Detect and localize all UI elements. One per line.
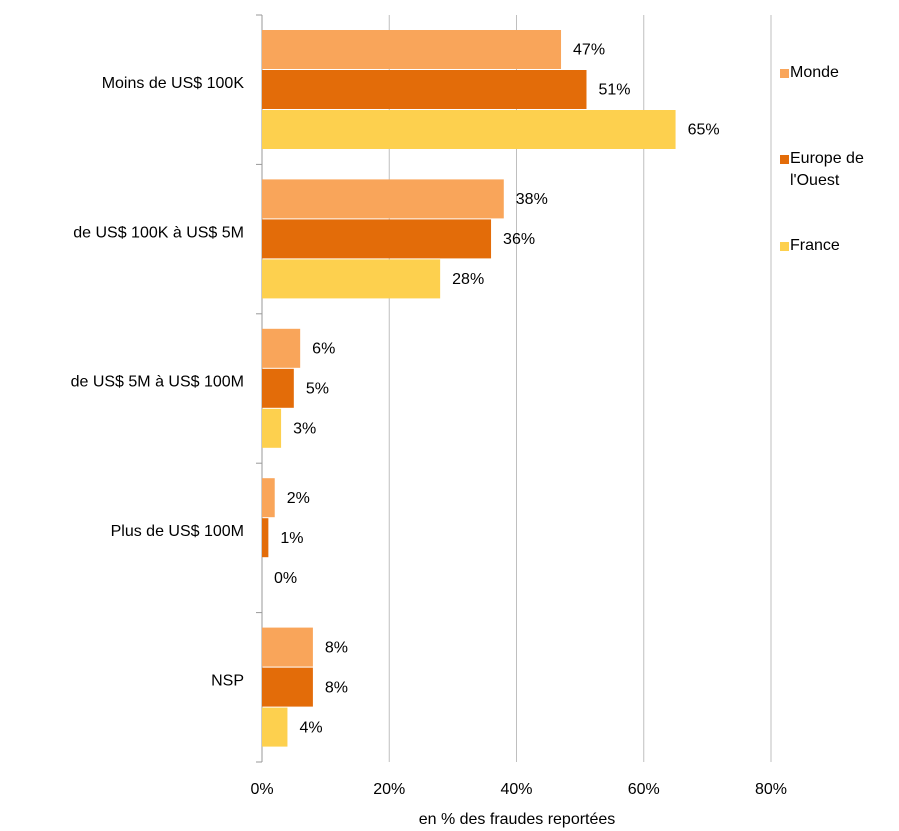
bar [262,30,562,69]
data-label: 8% [325,639,348,656]
bar [262,110,676,149]
data-label: 47% [573,42,605,59]
bar [262,70,587,109]
bar [262,478,275,518]
x-tick-label: 80% [755,781,787,798]
legend-label: Europe de l'Ouest [790,150,864,189]
y-tick-label: NSP [211,673,244,690]
y-tick-label: de US$ 100K à US$ 5M [73,224,244,241]
data-label: 3% [293,421,316,438]
bar [262,259,441,299]
legend-swatch [780,242,789,251]
x-tick-label: 0% [250,781,273,798]
x-tick-label: 40% [500,781,532,798]
legend-label: Monde [790,64,839,81]
bar [262,627,313,667]
data-label: 2% [287,490,310,507]
bar [262,368,294,408]
data-label: 0% [274,570,297,587]
data-label: 36% [503,231,535,248]
bar [262,179,504,219]
data-label: 51% [598,82,630,99]
bar [262,707,288,747]
legend-swatch [780,155,789,164]
bar [262,328,301,368]
data-label: 6% [312,341,335,358]
data-label: 28% [452,271,484,288]
bar [262,219,492,259]
bar [262,667,313,707]
x-axis-title: en % des fraudes reportées [419,811,616,828]
bar [262,408,282,448]
data-label: 38% [516,191,548,208]
x-tick-label: 60% [628,781,660,798]
legend-swatch [780,69,789,78]
data-label: 1% [280,530,303,547]
data-label: 8% [325,679,348,696]
legend-label: France [790,237,840,254]
data-label: 65% [688,122,720,139]
y-tick-label: de US$ 5M à US$ 100M [71,374,244,391]
y-tick-label: Moins de US$ 100K [102,75,245,92]
x-tick-label: 20% [373,781,405,798]
data-label: 5% [306,381,329,398]
y-tick-label: Plus de US$ 100M [111,523,244,540]
bar [262,518,269,558]
data-label: 4% [299,719,322,736]
